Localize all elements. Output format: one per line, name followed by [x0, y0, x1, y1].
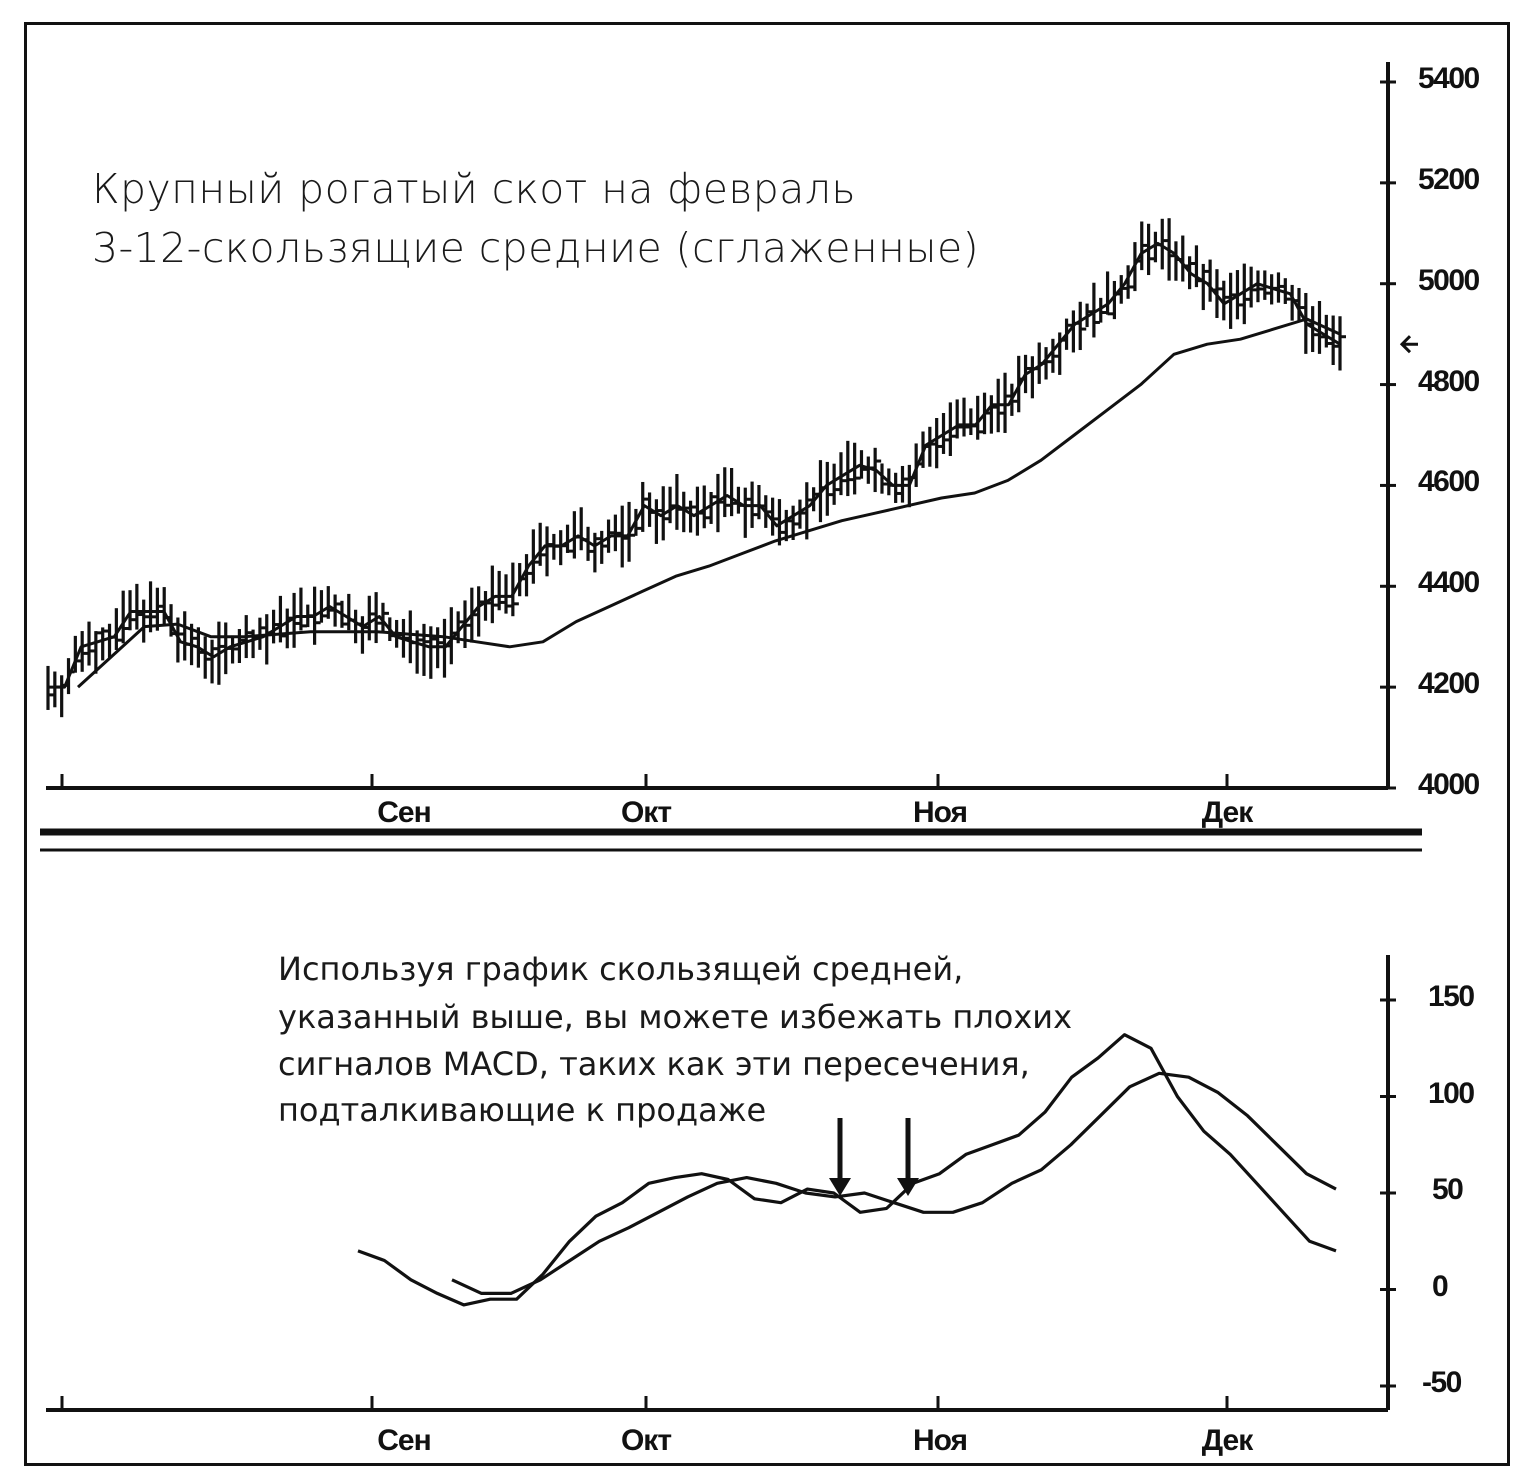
chart-title-line-2: 3-12-скользящие средние (сглаженные)	[92, 224, 980, 272]
bottom-x-tick-label: Дек	[1201, 1424, 1253, 1457]
last-price-arrow-icon	[1399, 335, 1418, 354]
top-x-tick-label: Дек	[1201, 796, 1253, 829]
annotation-line-2: указанный выше, вы можете избежать плохи…	[278, 998, 1073, 1036]
bottom-y-tick-label: -50	[1422, 1366, 1462, 1399]
annotation-line-4: подталкивающие к продаже	[278, 1091, 767, 1129]
annotation-line-1: Используя график скользящей средней,	[278, 950, 964, 988]
bottom-y-tick-label: 100	[1428, 1076, 1475, 1110]
top-y-tick-label: 5200	[1418, 162, 1480, 196]
top-y-tick-label: 4000	[1418, 768, 1480, 801]
ma-3-line	[48, 241, 1341, 689]
chart-frame	[24, 22, 1510, 1466]
bottom-y-tick-label: 150	[1428, 980, 1475, 1013]
bottom-x-tick-label: Ноя	[912, 1424, 968, 1457]
bottom-x-tick-label: Окт	[620, 1424, 672, 1457]
arrow-down-icon	[897, 1178, 919, 1196]
ma-12-line	[76, 317, 1341, 689]
top-y-tick-label: 4400	[1418, 566, 1480, 600]
top-y-tick-label: 4800	[1418, 364, 1480, 398]
top-x-tick-label: Окт	[620, 796, 672, 829]
bottom-x-tick-label: Сен	[377, 1424, 431, 1457]
chart-title-line-1: Крупный рогатый скот на февраль	[92, 165, 856, 213]
arrow-down-icon	[829, 1178, 851, 1196]
macd-signal-line	[451, 1071, 1337, 1296]
top-x-tick-label: Ноя	[912, 796, 968, 829]
top-y-tick-label: 4600	[1418, 465, 1480, 499]
bottom-y-tick-label: 0	[1432, 1269, 1449, 1303]
top-x-tick-label: Сен	[377, 796, 431, 829]
macd-line	[357, 1033, 1337, 1307]
top-y-tick-label: 4200	[1418, 667, 1480, 701]
annotation-line-3: сигналов MACD, таких как эти пересечения…	[278, 1045, 1030, 1083]
top-y-tick-label: 5000	[1418, 263, 1480, 297]
bottom-y-tick-label: 50	[1432, 1173, 1464, 1206]
top-y-tick-label: 5400	[1418, 62, 1480, 95]
